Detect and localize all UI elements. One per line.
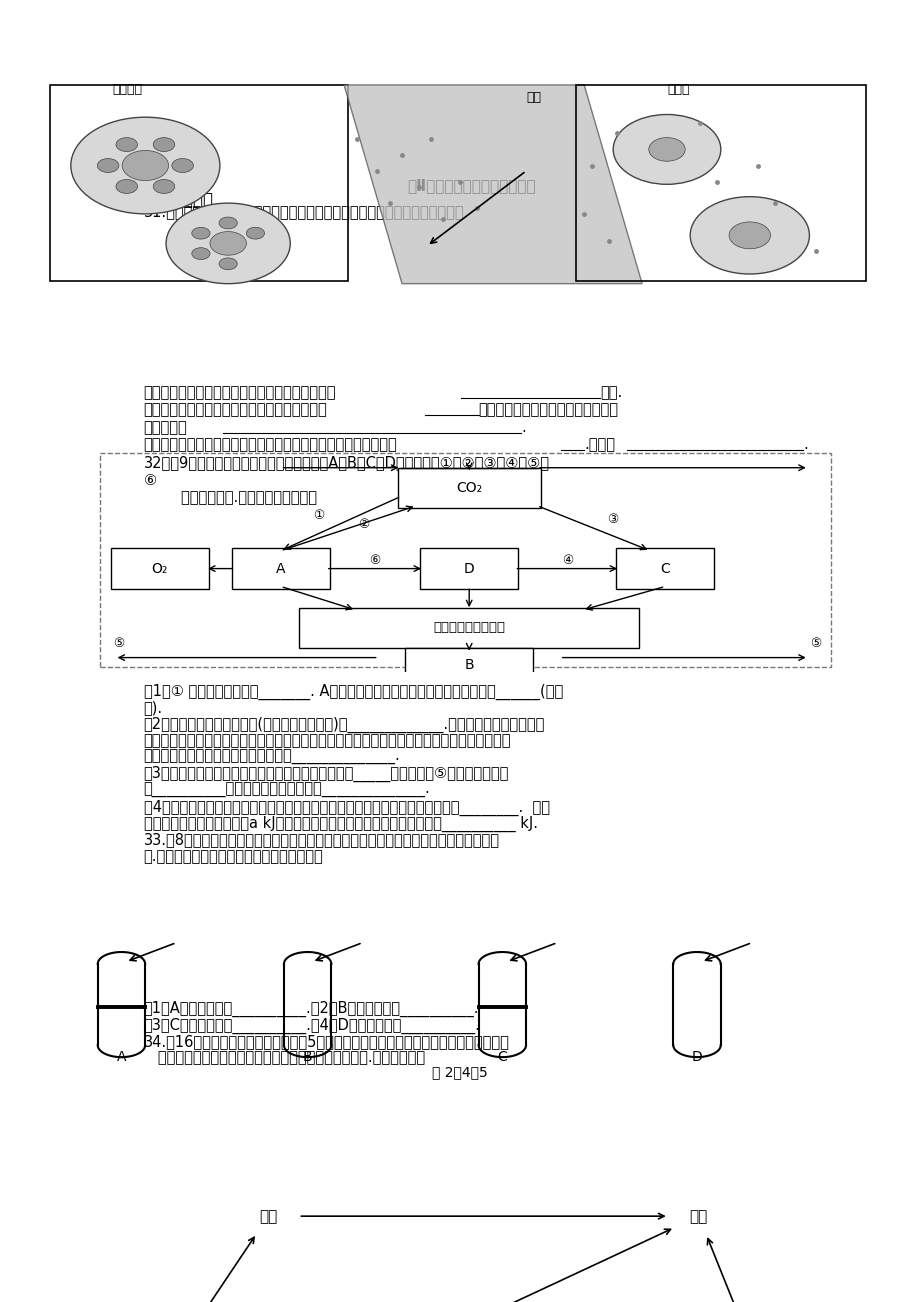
- Text: （3）从生态系统结构的完整性来看，还缺少的成分是_____，参与过程⑤的生物种类主要: （3）从生态系统结构的完整性来看，还缺少的成分是_____，参与过程⑤的生物种类…: [143, 767, 508, 783]
- Text: ⑥: ⑥: [143, 473, 156, 487]
- Text: 轮虫: 轮虫: [259, 1208, 278, 1224]
- Text: 代表生理过程.据图回答下列问题：: 代表生理过程.据图回答下列问题：: [143, 490, 316, 505]
- Text: 是__________，其在碳循环中的作用是______________.: 是__________，其在碳循环中的作用是______________.: [143, 783, 430, 798]
- Text: 二、非选择题：: 二、非选择题：: [143, 191, 213, 210]
- Text: 作物所固定的太阳能总量为a kJ，那么图中最高营养级所获得的能量至少为__________ kJ.: 作物所固定的太阳能总量为a kJ，那么图中最高营养级所获得的能量至少为_____…: [143, 816, 537, 832]
- Circle shape: [166, 203, 290, 284]
- Text: 之间存在着「食与被食」的关系，相邻物种的某些行为与种群特征为对方提供了大量有用信息，: 之间存在着「食与被食」的关系，相邻物种的某些行为与种群特征为对方提供了大量有用信…: [143, 733, 510, 749]
- Text: ③: ③: [607, 513, 618, 526]
- Text: 34.（16分）甲、乙两个水池中各有由5个物种构成的食物网，如图所示，且这两个水池的: 34.（16分）甲、乙两个水池中各有由5个物种构成的食物网，如图所示，且这两个水…: [143, 1034, 509, 1049]
- Text: 分泌的，与该激素形成分泌有关的具: 分泌的，与该激素形成分泌有关的具: [478, 402, 618, 418]
- Text: （3）C的生长情况是__________.（4）D的生长情况是__________.: （3）C的生长情况是__________.（4）D的生长情况是_________…: [143, 1017, 480, 1034]
- Text: 第Ⅱ卷（非选择题，公四一分）: 第Ⅱ卷（非选择题，公四一分）: [407, 178, 535, 193]
- Text: （4）若上述生态系统代表农田生态系统，则在被弃聃后发生的群落演替类型属于________.  若农: （4）若上述生态系统代表农田生态系统，则在被弃聃后发生的群落演替类型属于____…: [143, 799, 549, 815]
- Text: O₂: O₂: [152, 561, 168, 575]
- Text: （３）如果分泌细胞为甲状腺细胞，那么逶细胞能否为垂体细胞？: （３）如果分泌细胞为甲状腺细胞，那么逶细胞能否为垂体细胞？: [143, 437, 397, 453]
- Circle shape: [219, 258, 237, 270]
- Text: 鲢鱼: 鲢鱼: [689, 1208, 708, 1224]
- Text: ②: ②: [357, 518, 369, 531]
- Text: D: D: [463, 561, 474, 575]
- Text: C: C: [660, 561, 669, 575]
- Text: A: A: [276, 561, 285, 575]
- Text: ⑥: ⑥: [369, 553, 380, 566]
- Circle shape: [246, 228, 265, 240]
- Text: 图 2－4－5: 图 2－4－5: [432, 1065, 487, 1079]
- Circle shape: [97, 159, 119, 172]
- FancyBboxPatch shape: [111, 548, 209, 589]
- Circle shape: [153, 180, 175, 194]
- Circle shape: [219, 217, 237, 229]
- Circle shape: [116, 180, 137, 194]
- Text: 膜细胞器是: 膜细胞器是: [143, 421, 187, 435]
- Text: 生态系统在没有人为干扰的情况下均达到相对平衡状态.请据图回答：: 生态系统在没有人为干扰的情况下均达到相对平衡状态.请据图回答：: [143, 1051, 425, 1065]
- Text: ⑤: ⑤: [810, 637, 821, 650]
- Text: 32、（9分）如图表示生态系统模式图，其中A、B、C、D构成群落，①、②、③、④、⑤、: 32、（9分）如图表示生态系统模式图，其中A、B、C、D构成群落，①、②、③、④…: [143, 454, 549, 470]
- Circle shape: [116, 138, 137, 151]
- Text: C: C: [497, 1049, 506, 1064]
- Circle shape: [729, 221, 770, 249]
- Circle shape: [122, 151, 168, 181]
- Text: 33.（8分）如图表示云母片（具有不透水性）插入燕麦胚芽鞘的部位，箭头表示单侧光方: 33.（8分）如图表示云母片（具有不透水性）插入燕麦胚芽鞘的部位，箭头表示单侧光…: [143, 832, 499, 848]
- FancyBboxPatch shape: [232, 548, 329, 589]
- Text: ①: ①: [312, 509, 323, 522]
- Text: B: B: [302, 1049, 312, 1064]
- Text: ④: ④: [561, 553, 573, 566]
- Circle shape: [153, 138, 175, 151]
- Circle shape: [613, 115, 720, 185]
- Text: .: .: [521, 421, 526, 435]
- Text: （２）正常人饭后，血液中明显增多的激素是由: （２）正常人饭后，血液中明显增多的激素是由: [143, 402, 327, 418]
- Text: （１）若分泌细胞为下丘脑细胞，那么逶细胞则为: （１）若分泌细胞为下丘脑细胞，那么逶细胞则为: [143, 385, 335, 400]
- Text: B: B: [464, 658, 473, 672]
- Text: （1）① 代表的生理过程是_______. A产生的氧气可以利用到图解中的哪些过程？______(填数: （1）① 代表的生理过程是_______. A产生的氧气可以利用到图解中的哪些过…: [143, 684, 562, 699]
- Text: 细胞.: 细胞.: [599, 385, 621, 400]
- Polygon shape: [344, 85, 641, 284]
- Bar: [51, 85, 348, 281]
- FancyBboxPatch shape: [300, 608, 638, 648]
- Circle shape: [648, 138, 685, 161]
- Circle shape: [71, 117, 220, 214]
- Text: D: D: [691, 1049, 701, 1064]
- Text: CO₂: CO₂: [456, 480, 482, 495]
- FancyBboxPatch shape: [420, 548, 517, 589]
- Text: 分泌细胞: 分泌细胞: [112, 83, 142, 96]
- Text: 逶细胞: 逶细胞: [666, 83, 688, 96]
- FancyBboxPatch shape: [397, 467, 540, 508]
- FancyBboxPatch shape: [404, 648, 533, 681]
- Bar: [575, 85, 865, 281]
- Circle shape: [210, 232, 246, 255]
- Text: （1）A的生长情况是__________.（2）B的生长情况是__________.: （1）A的生长情况是__________.（2）B的生长情况是_________…: [143, 1001, 479, 1017]
- Text: 向.请分析培养一段时间后胚芽鞘的生长情况：: 向.请分析培养一段时间后胚芽鞘的生长情况：: [143, 849, 323, 865]
- Text: .理由是: .理由是: [584, 437, 615, 453]
- Circle shape: [172, 159, 193, 172]
- Text: .: .: [802, 437, 807, 453]
- Circle shape: [191, 228, 210, 240]
- Text: 字).: 字).: [143, 700, 163, 715]
- FancyBboxPatch shape: [616, 548, 714, 589]
- Text: A: A: [117, 1049, 126, 1064]
- Text: 血管: 血管: [526, 91, 540, 104]
- Circle shape: [191, 247, 210, 259]
- Text: 动植物遗体和排泏物: 动植物遗体和排泏物: [433, 621, 505, 634]
- Circle shape: [689, 197, 809, 273]
- Text: 31.（７分）下图是分泌细胞分泌的某种物质与逶细胞结合的示意图，据图回答：: 31.（７分）下图是分泌细胞分泌的某种物质与逶细胞结合的示意图，据图回答：: [143, 204, 464, 219]
- Text: （2）请写出图解中的食物链(用字母与箭头表示)：_____________.图中食物链上的相邻物种: （2）请写出图解中的食物链(用字母与箭头表示)：_____________.图中…: [143, 716, 544, 733]
- Text: 这说明信息传递在生态系统中的作用是______________.: 这说明信息传递在生态系统中的作用是______________.: [143, 750, 400, 764]
- Text: ⑤: ⑤: [113, 637, 124, 650]
